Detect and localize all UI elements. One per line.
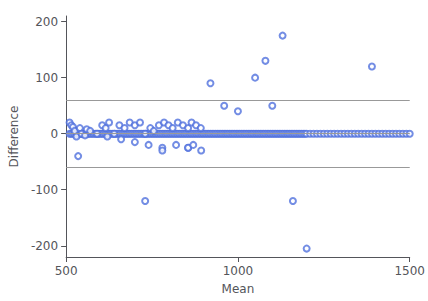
svg-text:0: 0 xyxy=(50,127,58,141)
svg-text:100: 100 xyxy=(35,71,58,85)
svg-text:Mean: Mean xyxy=(222,282,255,296)
svg-text:-200: -200 xyxy=(31,239,58,253)
svg-text:1000: 1000 xyxy=(223,264,254,278)
svg-text:200: 200 xyxy=(35,15,58,29)
svg-text:1500: 1500 xyxy=(394,264,425,278)
svg-text:500: 500 xyxy=(55,264,78,278)
svg-text:-100: -100 xyxy=(31,183,58,197)
svg-text:Difference: Difference xyxy=(7,106,21,168)
